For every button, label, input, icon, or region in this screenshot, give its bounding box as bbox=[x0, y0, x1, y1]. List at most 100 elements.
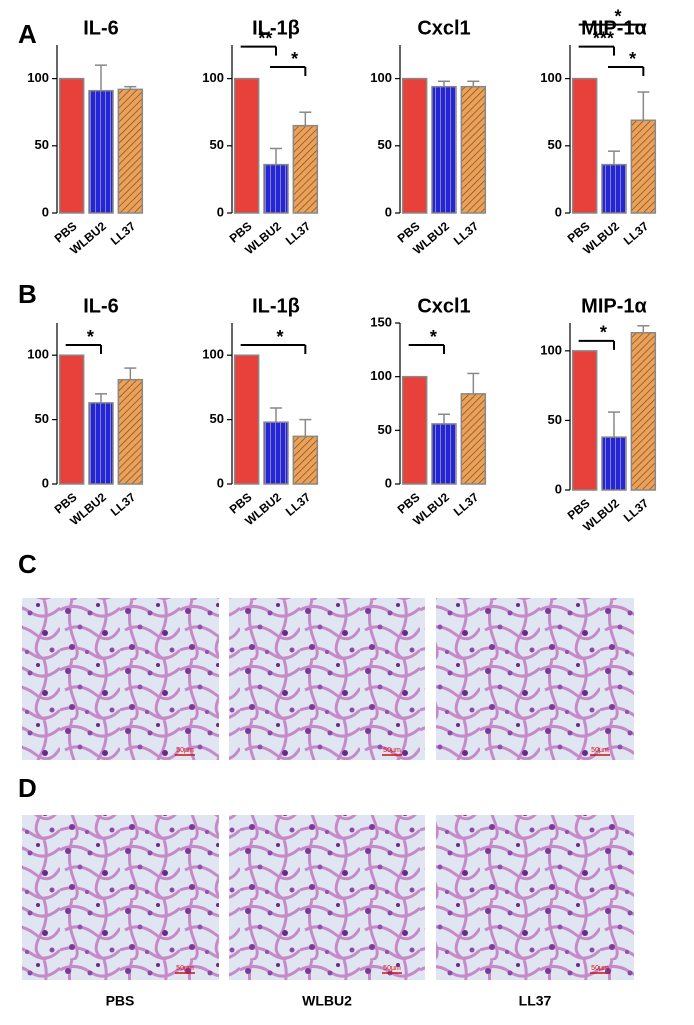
bar bbox=[58, 77, 85, 214]
error-bar bbox=[124, 85, 137, 90]
histology-image bbox=[22, 598, 219, 760]
x-tick-label: LL37 bbox=[621, 496, 652, 525]
error-bar bbox=[299, 418, 312, 437]
error-bar bbox=[438, 413, 450, 424]
significance-bracket bbox=[578, 23, 645, 34]
bar bbox=[431, 85, 457, 214]
histology-image bbox=[229, 815, 425, 980]
error-bar bbox=[95, 393, 107, 403]
y-tick-label: 100 bbox=[540, 342, 562, 357]
y-tick-label: 100 bbox=[27, 347, 49, 362]
error-bar bbox=[637, 91, 650, 121]
y-tick-label: 100 bbox=[370, 70, 392, 85]
scale-bar-label: 50µm bbox=[591, 965, 609, 972]
significance-bracket bbox=[608, 66, 645, 76]
bar bbox=[58, 354, 85, 485]
significance-label: * bbox=[276, 327, 283, 347]
bar bbox=[601, 436, 627, 491]
significance-label: * bbox=[291, 49, 298, 69]
bar bbox=[460, 393, 487, 485]
error-bar bbox=[608, 411, 620, 438]
y-tick-label: 0 bbox=[555, 204, 562, 219]
y-tick-label: 0 bbox=[217, 475, 224, 490]
chart-title: IL-1β bbox=[252, 17, 300, 39]
bar bbox=[233, 77, 260, 214]
panel-label: A bbox=[18, 19, 37, 49]
significance-label: ** bbox=[258, 28, 272, 48]
x-tick-label: LL37 bbox=[451, 490, 482, 519]
scale-bar-label: 50µm bbox=[383, 747, 401, 754]
significance-label: * bbox=[430, 327, 437, 347]
y-tick-label: 50 bbox=[378, 137, 392, 152]
y-tick-label: 0 bbox=[42, 475, 49, 490]
y-tick-label: 50 bbox=[210, 137, 224, 152]
error-bar bbox=[299, 111, 312, 126]
scale-bar-label: 50µm bbox=[176, 747, 194, 754]
significance-label: * bbox=[600, 323, 607, 343]
panel-label: B bbox=[18, 279, 37, 309]
histology-images bbox=[22, 598, 634, 980]
bar bbox=[431, 423, 457, 485]
bar bbox=[263, 421, 289, 485]
significance-label: * bbox=[629, 49, 636, 69]
y-tick-label: 150 bbox=[370, 314, 392, 329]
error-bar bbox=[637, 325, 650, 333]
error-bar bbox=[438, 80, 450, 87]
significance-bracket bbox=[578, 339, 615, 350]
x-tick-label: LL37 bbox=[621, 219, 652, 248]
bar bbox=[401, 375, 428, 485]
image-label: WLBU2 bbox=[302, 993, 352, 1009]
scale-bar-label: 50µm bbox=[383, 965, 401, 972]
chart-title: IL-6 bbox=[83, 17, 119, 39]
significance-label: * bbox=[614, 6, 621, 26]
panel-label: C bbox=[18, 549, 37, 579]
y-tick-label: 0 bbox=[42, 204, 49, 219]
significance-bracket bbox=[240, 45, 277, 56]
y-tick-label: 0 bbox=[385, 204, 392, 219]
y-tick-label: 50 bbox=[548, 137, 562, 152]
significance-label: *** bbox=[593, 28, 614, 48]
y-tick-label: 50 bbox=[548, 412, 562, 427]
error-bar bbox=[124, 367, 137, 380]
bar bbox=[571, 77, 598, 214]
y-tick-label: 0 bbox=[217, 204, 224, 219]
y-tick-label: 100 bbox=[540, 70, 562, 85]
error-bar bbox=[270, 407, 282, 423]
bar bbox=[630, 331, 657, 491]
x-tick-label: LL37 bbox=[451, 219, 482, 248]
chart-title: IL-1β bbox=[252, 295, 300, 317]
y-tick-label: 50 bbox=[210, 411, 224, 426]
panel-label: D bbox=[18, 773, 37, 803]
error-bar bbox=[608, 150, 620, 165]
bar bbox=[401, 77, 428, 214]
error-bar bbox=[95, 64, 107, 91]
error-bar bbox=[467, 80, 480, 87]
significance-bracket bbox=[578, 45, 615, 56]
chart-title: MIP-1α bbox=[581, 17, 647, 39]
bar bbox=[601, 163, 627, 214]
histology-image bbox=[229, 598, 425, 760]
scale-bar-label: 50µm bbox=[591, 747, 609, 754]
y-tick-label: 100 bbox=[27, 70, 49, 85]
bar bbox=[571, 350, 598, 491]
bar bbox=[88, 402, 114, 485]
histology-image bbox=[436, 598, 634, 760]
bar bbox=[460, 85, 487, 214]
chart-title: IL-6 bbox=[83, 295, 119, 317]
image-label: LL37 bbox=[519, 993, 552, 1009]
chart-title: Cxcl1 bbox=[417, 295, 470, 317]
histology-image bbox=[436, 815, 634, 980]
bar bbox=[292, 435, 319, 485]
x-tick-label: LL37 bbox=[283, 219, 314, 248]
y-tick-label: 100 bbox=[370, 368, 392, 383]
bar bbox=[233, 354, 260, 485]
bar bbox=[117, 378, 144, 485]
significance-bracket bbox=[270, 66, 307, 76]
y-tick-label: 50 bbox=[378, 422, 392, 437]
significance-bracket bbox=[240, 344, 307, 354]
bar bbox=[88, 89, 114, 214]
bar bbox=[117, 88, 144, 214]
y-tick-label: 50 bbox=[35, 137, 49, 152]
chart-title: MIP-1α bbox=[581, 295, 647, 317]
